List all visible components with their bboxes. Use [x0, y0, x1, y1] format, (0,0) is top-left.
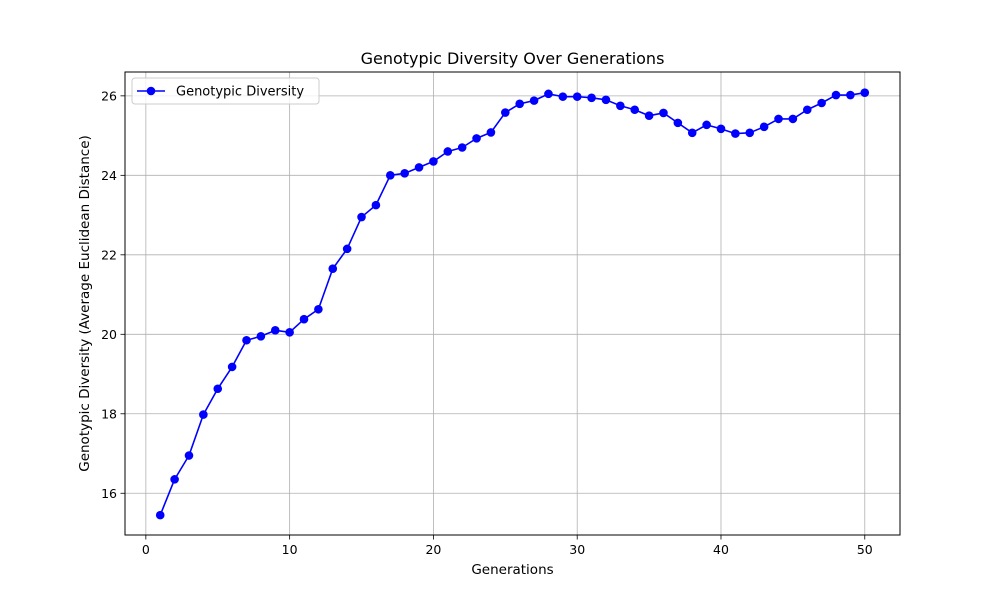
data-point — [385, 171, 395, 180]
data-point — [285, 328, 294, 337]
data-point — [213, 384, 223, 394]
x-tick-label: 0 — [142, 542, 150, 557]
grid — [125, 72, 900, 535]
data-point — [414, 163, 424, 172]
data-point — [587, 93, 596, 103]
y-tick-label: 24 — [101, 168, 117, 183]
data-point — [558, 92, 568, 101]
data-point — [659, 108, 668, 118]
legend: Genotypic Diversity — [131, 77, 320, 105]
y-tick-label: 16 — [101, 486, 117, 501]
data-point — [357, 212, 366, 222]
x-axis-label: Generations — [471, 562, 553, 578]
plot-area-frame — [124, 71, 901, 536]
y-tick-label: 20 — [101, 327, 117, 342]
data-point — [299, 314, 309, 324]
data-point — [227, 362, 237, 372]
data-point — [601, 95, 611, 105]
y-axis-label: Genotypic Diversity (Average Euclidean D… — [77, 135, 93, 472]
data-point — [673, 118, 683, 128]
data-point — [745, 128, 755, 138]
axis-ticks: 0 10 20 30 40 50 16 18 20 22 24 26 — [101, 88, 873, 557]
data-point — [184, 451, 194, 460]
data-point — [501, 108, 510, 117]
data-point — [400, 169, 409, 178]
y-tick-label: 18 — [101, 406, 117, 421]
x-tick-label: 50 — [857, 542, 873, 557]
x-tick-label: 30 — [569, 542, 585, 557]
data-point — [759, 122, 769, 132]
data-point — [486, 128, 496, 137]
chart-title: Genotypic Diversity Over Generations — [361, 49, 665, 68]
data-point — [242, 335, 251, 345]
data-point — [802, 105, 812, 115]
data-point — [572, 92, 582, 101]
data-point — [831, 90, 841, 100]
data-point — [256, 331, 266, 341]
data-point — [270, 326, 280, 335]
y-tick-label: 22 — [101, 247, 117, 262]
data-point — [515, 99, 524, 109]
x-tick-label: 10 — [282, 542, 298, 557]
data-point — [429, 157, 438, 166]
x-tick-label: 20 — [425, 542, 441, 557]
data-point — [314, 304, 323, 314]
data-point — [529, 96, 539, 105]
data-point — [687, 128, 697, 138]
data-point — [457, 143, 467, 152]
data-point — [472, 134, 481, 143]
data-point — [616, 101, 625, 111]
data-point — [731, 129, 740, 138]
data-point — [860, 88, 870, 97]
data-point — [774, 114, 783, 124]
legend-entry-label: Genotypic Diversity — [176, 85, 304, 100]
data-point — [544, 89, 553, 99]
series-layer — [155, 88, 870, 520]
data-point — [371, 200, 381, 210]
data-point — [342, 244, 352, 254]
data-point — [630, 105, 640, 115]
data-point — [328, 264, 338, 274]
legend-box — [131, 77, 320, 105]
data-point — [170, 475, 179, 484]
data-point — [644, 111, 654, 121]
x-tick-label: 40 — [713, 542, 729, 557]
data-point — [788, 114, 798, 124]
data-point — [199, 410, 208, 419]
data-point — [716, 124, 726, 134]
data-point — [846, 90, 855, 100]
data-point — [443, 147, 453, 156]
data-point — [817, 98, 826, 108]
data-point — [702, 120, 711, 130]
data-point — [155, 510, 165, 520]
legend-marker-swatch — [146, 86, 156, 96]
y-tick-label: 26 — [101, 88, 117, 103]
